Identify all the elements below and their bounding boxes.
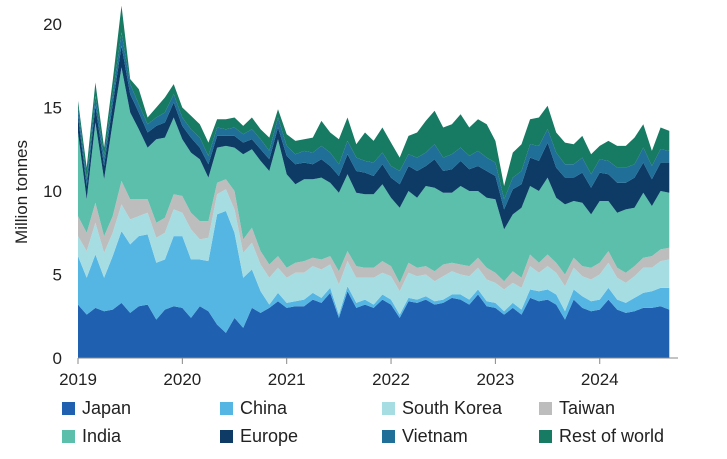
legend-swatch [62, 430, 75, 443]
y-axis-ticks: 0 5 10 15 20 [43, 15, 62, 368]
legend-item-europe: Europe [220, 426, 298, 447]
y-tick-label: 20 [43, 15, 62, 34]
area-japan [78, 291, 670, 358]
area-china [78, 211, 670, 333]
legend-swatch [539, 402, 552, 415]
area-taiwan [78, 179, 670, 292]
area-rest-of-world [78, 5, 670, 200]
legend-label: China [240, 398, 288, 418]
y-tick-label: 10 [43, 182, 62, 201]
legend-label: India [82, 426, 122, 446]
y-axis-label: Million tonnes [12, 140, 31, 244]
area-south-korea [78, 189, 670, 315]
legend-item-rest-of-world: Rest of world [539, 426, 664, 447]
legend-label: Vietnam [402, 426, 468, 446]
legend-item-vietnam: Vietnam [382, 426, 468, 447]
area-india [78, 67, 670, 283]
area-europe [78, 45, 670, 230]
legend-item-taiwan: Taiwan [539, 398, 615, 419]
legend-swatch [220, 430, 233, 443]
legend-label: Taiwan [559, 398, 616, 418]
legend-label: Europe [240, 426, 299, 446]
x-axis-ticks: 2019 2020 2021 2022 2023 2024 [59, 358, 619, 389]
legend-swatch [220, 402, 233, 415]
legend-label: Japan [82, 398, 132, 418]
y-tick-label: 0 [53, 349, 62, 368]
x-tick-label: 2020 [163, 370, 201, 389]
legend-swatch [539, 430, 552, 443]
legend-item-india: India [62, 426, 121, 447]
legend-label: South Korea [402, 398, 503, 418]
area-vietnam [78, 32, 670, 210]
legend-swatch [382, 430, 395, 443]
x-tick-label: 2024 [581, 370, 619, 389]
x-tick-label: 2021 [268, 370, 306, 389]
x-tick-label: 2019 [59, 370, 97, 389]
legend-item-japan: Japan [62, 398, 131, 419]
x-tick-label: 2022 [372, 370, 410, 389]
y-tick-label: 15 [43, 99, 62, 118]
area-series-group [78, 5, 670, 358]
legend-item-china: China [220, 398, 287, 419]
legend-item-south-korea: South Korea [382, 398, 502, 419]
legend-swatch [62, 402, 75, 415]
y-tick-label: 5 [53, 266, 62, 285]
x-tick-label: 2023 [476, 370, 514, 389]
legend-swatch [382, 402, 395, 415]
legend-label: Rest of world [559, 426, 665, 446]
